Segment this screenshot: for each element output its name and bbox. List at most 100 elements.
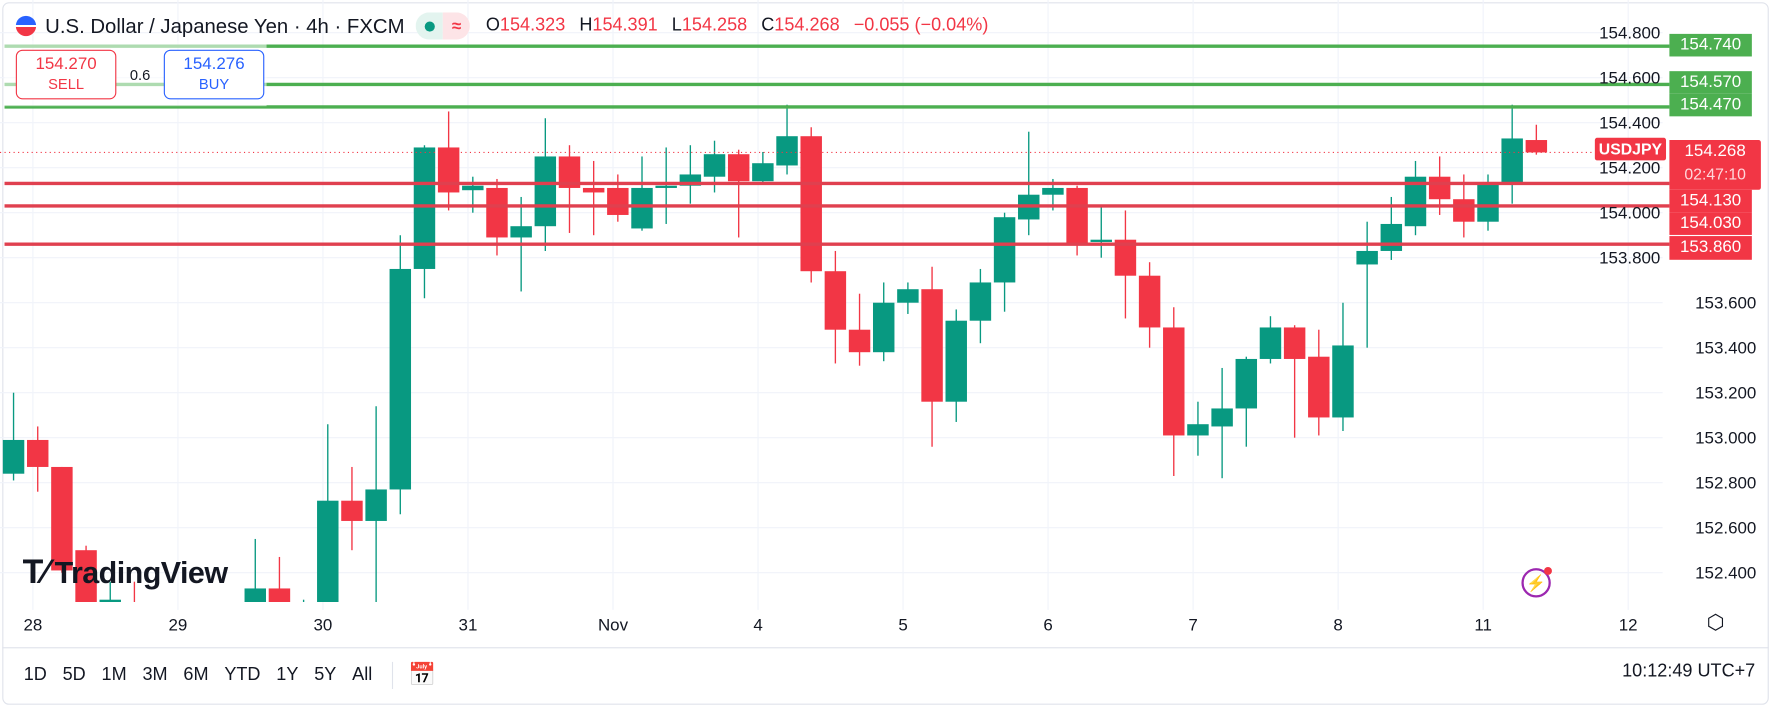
candle-body xyxy=(1187,424,1209,436)
price-tick-label: 153.200 xyxy=(1695,383,1756,402)
candle xyxy=(1525,124,1548,155)
candle-body xyxy=(848,329,871,353)
settings-hexagon-icon[interactable]: ⬡ xyxy=(1706,611,1725,634)
range-all[interactable]: All xyxy=(352,664,373,684)
price-tick-label: 152.600 xyxy=(1695,518,1756,537)
candle-body xyxy=(558,156,581,188)
sell-button[interactable]: 154.270 SELL xyxy=(15,49,117,100)
range-5y[interactable]: 5Y xyxy=(314,664,337,684)
clock[interactable]: 10:12:49 UTC+7 xyxy=(1622,661,1756,682)
close-label: C xyxy=(761,15,775,36)
candle xyxy=(1090,205,1112,258)
candle xyxy=(220,606,241,649)
market-status[interactable]: ≈ xyxy=(415,12,471,40)
lightning-icon[interactable]: ⚡ xyxy=(1521,567,1552,598)
candle xyxy=(655,147,677,224)
approx-icon: ≈ xyxy=(442,12,471,40)
time-tick-label: 31 xyxy=(459,615,478,634)
candle-body xyxy=(293,606,314,617)
candle xyxy=(848,293,871,366)
candle-body xyxy=(631,187,653,229)
horizontal-lines[interactable] xyxy=(0,44,1670,246)
candle-body xyxy=(727,154,750,182)
grid xyxy=(0,0,1663,610)
price-label-154570[interactable]: 154.570 xyxy=(1669,71,1752,94)
candle xyxy=(1211,367,1233,479)
candle-body xyxy=(1332,345,1354,418)
range-1m[interactable]: 1M xyxy=(101,664,127,684)
time-tick-label: 7 xyxy=(1188,615,1197,634)
candlestick-chart[interactable]: 154.800 154.600 154.400 154.200 154.000 153.8… xyxy=(0,0,1771,649)
candle-body xyxy=(679,174,702,186)
candle-body xyxy=(1428,176,1451,200)
time-axis[interactable]: 28 29 30 31 Nov 4 5 6 7 8 11 12 xyxy=(23,615,1637,634)
price-tick-label: 154.600 xyxy=(1599,68,1660,87)
candle xyxy=(51,466,73,573)
candle xyxy=(99,581,121,603)
candle xyxy=(945,309,967,422)
candle xyxy=(1308,329,1330,436)
range-ytd[interactable]: YTD xyxy=(224,664,261,684)
candle xyxy=(752,151,774,184)
candle xyxy=(1259,316,1282,364)
candles xyxy=(2,104,1548,649)
range-5d[interactable]: 5D xyxy=(62,664,86,684)
candle-body xyxy=(582,187,605,193)
candle-body xyxy=(655,185,677,188)
candle-body xyxy=(1211,408,1233,427)
open-label: O xyxy=(485,15,500,36)
price-tick-label: 152.400 xyxy=(1695,563,1756,582)
candle-body xyxy=(872,302,895,353)
candle-body xyxy=(510,226,532,238)
candle-body xyxy=(945,320,967,402)
time-tick-label: 29 xyxy=(168,615,187,634)
candle xyxy=(133,581,136,603)
range-1y[interactable]: 1Y xyxy=(276,664,299,684)
candle xyxy=(1356,221,1378,348)
high-label: H xyxy=(579,15,593,36)
price-tick-label: 153.600 xyxy=(1695,293,1756,312)
price-label-154130[interactable]: 154.130 xyxy=(1669,189,1752,213)
candle-body xyxy=(365,489,387,521)
candle-body xyxy=(1283,327,1306,359)
open-value: 154.323 xyxy=(499,15,566,36)
range-6m[interactable]: 6M xyxy=(183,664,209,684)
price-axis[interactable]: 154.800 154.600 154.400 154.200 154.000 153.8… xyxy=(1599,23,1756,582)
candle-body xyxy=(1259,327,1282,359)
candle-body xyxy=(921,289,943,402)
candle-body xyxy=(317,500,339,603)
tradingview-mark-icon: T⁄ xyxy=(22,553,49,591)
time-tick-label: Nov xyxy=(598,615,629,634)
last-price-label: 154.268 02:47:10 xyxy=(1669,140,1761,190)
calendar-goto-icon[interactable]: 📅 xyxy=(408,663,437,688)
price-label-153860[interactable]: 153.860 xyxy=(1669,236,1752,260)
candle xyxy=(1283,325,1306,438)
candle xyxy=(776,104,798,175)
candle-body xyxy=(703,154,726,177)
buy-price: 154.276 xyxy=(183,54,245,74)
candle-body xyxy=(800,136,822,272)
tradingview-logo[interactable]: T⁄ TradingView xyxy=(23,553,228,591)
candle-body xyxy=(607,187,629,215)
range-1d[interactable]: 1D xyxy=(23,664,47,684)
candle xyxy=(317,424,339,603)
candle-body xyxy=(51,466,73,571)
candle-body xyxy=(1356,250,1378,265)
us-flag-icon xyxy=(15,15,37,37)
candle-body xyxy=(1235,358,1258,409)
price-label-154470[interactable]: 154.470 xyxy=(1669,93,1752,117)
candle xyxy=(1114,210,1137,319)
buy-button[interactable]: 154.276 BUY xyxy=(163,49,265,100)
high-value: 154.391 xyxy=(592,15,658,36)
price-label-154740[interactable]: 154.740 xyxy=(1669,33,1752,57)
price-label-154030[interactable]: 154.030 xyxy=(1669,212,1752,235)
candle-body xyxy=(244,588,266,603)
candle-body xyxy=(1477,183,1499,222)
range-3m[interactable]: 3M xyxy=(142,664,168,684)
candle-body xyxy=(268,588,291,603)
candle xyxy=(413,145,436,299)
candle-body xyxy=(413,147,436,269)
candle xyxy=(607,174,629,222)
symbol-title[interactable]: U.S. Dollar / Japanese Yen · 4h · FXCM xyxy=(45,14,405,37)
